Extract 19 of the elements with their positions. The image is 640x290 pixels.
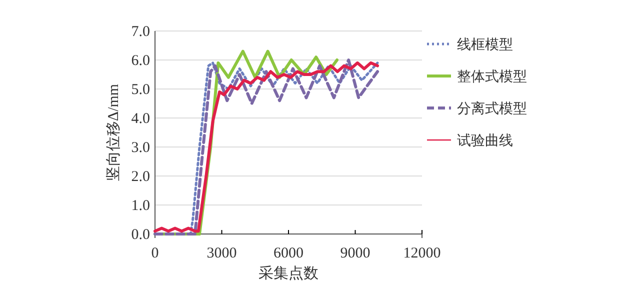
x-axis-title: 采集点数	[258, 265, 318, 282]
y-tick-label: 5.0	[131, 82, 150, 98]
y-tick-label: 0.0	[131, 226, 150, 243]
x-tick-label: 0	[151, 246, 159, 262]
legend-label: 线框模型	[457, 37, 513, 53]
x-tick-label: 3000	[206, 246, 237, 262]
y-tick-label: 2.0	[131, 168, 150, 185]
y-axis-title: 竖向位移Δ/mm	[105, 84, 122, 182]
y-tick-label: 7.0	[131, 24, 150, 40]
x-tick-label: 9000	[340, 246, 370, 262]
y-tick-label: 6.0	[131, 52, 150, 69]
y-tick-label: 3.0	[131, 140, 150, 156]
legend-label: 整体式模型	[457, 69, 527, 85]
x-tick-label: 12000	[403, 246, 441, 262]
y-tick-label: 4.0	[131, 110, 150, 127]
legend-label: 试验曲线	[457, 133, 513, 149]
y-tick-label: 1.0	[131, 198, 150, 214]
legend-label: 分离式模型	[457, 101, 527, 117]
x-tick-label: 6000	[274, 246, 304, 262]
